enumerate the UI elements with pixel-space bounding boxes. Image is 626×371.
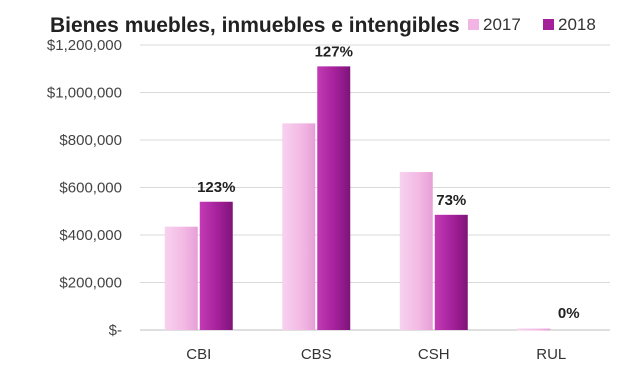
bar-2017-rul	[517, 328, 551, 331]
bar-2017-cbi	[164, 226, 198, 330]
x-category-label: CBS	[301, 346, 332, 363]
bar-2018-cbi	[199, 201, 233, 330]
legend: 2017 2018	[468, 15, 596, 34]
x-category-label: CBI	[186, 346, 211, 363]
data-label: 73%	[436, 192, 466, 209]
bar-2017-csh	[399, 172, 433, 330]
bars	[164, 66, 551, 331]
chart-title: Bienes muebles, inmuebles e intengibles	[50, 14, 460, 37]
x-axis-categories: CBI CBS CSH RUL	[186, 346, 566, 363]
data-label: 123%	[197, 179, 235, 196]
bar-2018-cbs	[317, 66, 351, 330]
y-axis-ticks: $- $200,000 $400,000 $600,000 $800,000 $1,000…	[47, 37, 122, 339]
data-label: 127%	[315, 43, 353, 60]
data-label: 0%	[558, 305, 580, 322]
y-tick-label: $400,000	[59, 227, 122, 244]
y-tick-label: $600,000	[59, 180, 122, 197]
y-tick-label: $1,000,000	[47, 85, 122, 102]
legend-swatch-2018	[543, 19, 554, 30]
y-tick-label: $200,000	[59, 275, 122, 292]
y-tick-label: $1,200,000	[47, 37, 122, 54]
x-category-label: RUL	[536, 346, 566, 363]
legend-label: 2018	[558, 15, 596, 34]
data-labels: 123% 127% 73% 0%	[197, 43, 580, 322]
y-tick-label: $-	[109, 322, 122, 339]
legend-swatch-2017	[468, 19, 479, 30]
y-tick-label: $800,000	[59, 132, 122, 149]
legend-label: 2017	[483, 15, 521, 34]
bar-2017-cbs	[282, 123, 316, 330]
x-category-label: CSH	[418, 346, 450, 363]
bar-2018-csh	[434, 214, 468, 330]
